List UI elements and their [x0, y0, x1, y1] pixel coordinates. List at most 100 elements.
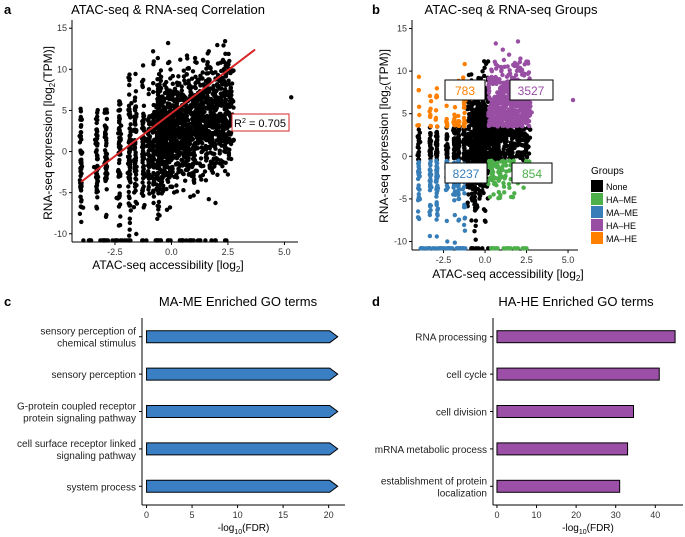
- scatter-point: [496, 178, 501, 183]
- category-label: sensory perception: [52, 370, 137, 381]
- scatter-point: [435, 206, 441, 211]
- scatter-point: [456, 183, 461, 188]
- x-tick-label: 0: [494, 510, 499, 520]
- scatter-point: [427, 204, 433, 209]
- scatter-point: [127, 78, 132, 83]
- chart-a-xlabel: ATAC-seq accessibility [log2]: [92, 258, 243, 274]
- scatter-point: [186, 150, 191, 155]
- scatter-point: [227, 147, 232, 152]
- scatter-point: [452, 119, 457, 124]
- scatter-point: [511, 62, 516, 67]
- scatter-point: [472, 198, 478, 203]
- scatter-point: [428, 174, 433, 179]
- scatter-point: [428, 178, 433, 184]
- scatter-point: [509, 148, 514, 153]
- legend-swatch-ma-me: [591, 206, 603, 218]
- scatter-point: [474, 153, 479, 159]
- scatter-point: [225, 140, 230, 145]
- scatter-point: [116, 184, 122, 189]
- scatter-point: [134, 111, 139, 117]
- scatter-point: [487, 110, 492, 115]
- scatter-point: [190, 69, 196, 74]
- scatter-point: [427, 93, 433, 99]
- scatter-point: [499, 109, 505, 114]
- scatter-point: [417, 112, 422, 118]
- scatter-point: [212, 164, 217, 169]
- scatter-point: [518, 56, 523, 61]
- chart-b-xlabel: ATAC-seq accessibility [log2]: [432, 267, 583, 283]
- bar: [496, 479, 621, 493]
- chart-b-axes: -10 -5 0 5 10 15 -2.5 0.0 2.5 5.0: [394, 20, 578, 265]
- scatter-point: [162, 82, 167, 87]
- scatter-point: [455, 129, 460, 135]
- scatter-point: [476, 246, 481, 251]
- scatter-point: [205, 71, 211, 76]
- scatter-point: [141, 103, 147, 109]
- scatter-point: [502, 64, 507, 70]
- scatter-point: [501, 184, 507, 189]
- x-tick-label: 0: [144, 510, 149, 520]
- scatter-point: [477, 128, 482, 133]
- scatter-point: [191, 173, 196, 178]
- scatter-point: [220, 164, 225, 169]
- scatter-point: [98, 238, 103, 243]
- scatter-point: [167, 127, 172, 133]
- scatter-point: [117, 191, 122, 196]
- scatter-point: [127, 216, 132, 221]
- scatter-point: [102, 107, 108, 113]
- scatter-point: [490, 165, 495, 170]
- scatter-point: [215, 120, 220, 125]
- scatter-point: [156, 91, 161, 96]
- scatter-point: [214, 138, 219, 143]
- scatter-point: [215, 172, 220, 177]
- scatter-point: [183, 81, 188, 86]
- scatter-point: [223, 149, 228, 155]
- scatter-point: [501, 57, 507, 63]
- scatter-point: [434, 194, 439, 199]
- scatter-point: [502, 116, 507, 122]
- scatter-point: [434, 161, 440, 166]
- scatter-point: [103, 155, 108, 160]
- scatter-point: [516, 113, 521, 119]
- scatter-point: [146, 164, 152, 170]
- scatter-point: [480, 146, 485, 151]
- scatter-point: [93, 149, 99, 155]
- scatter-point: [416, 159, 422, 165]
- scatter-point: [510, 108, 515, 113]
- legend-label-ha-he: HA–HE: [606, 221, 636, 231]
- scatter-point: [128, 122, 133, 127]
- scatter-point: [158, 74, 164, 80]
- scatter-point: [415, 215, 421, 220]
- scatter-point: [193, 112, 198, 117]
- scatter-point: [218, 60, 223, 65]
- scatter-point: [192, 153, 197, 158]
- category-label: cell division: [436, 408, 487, 419]
- scatter-point: [94, 140, 99, 145]
- x-tick-label: 5.0: [562, 255, 575, 265]
- scatter-point: [434, 124, 440, 129]
- y-tick-label: -5: [59, 188, 67, 198]
- scatter-point: [461, 246, 466, 251]
- scatter-point: [519, 119, 525, 124]
- scatter-point: [183, 110, 189, 116]
- scatter-point: [462, 216, 467, 221]
- scatter-point: [151, 59, 156, 64]
- scatter-point: [507, 158, 512, 163]
- scatter-point: [78, 133, 84, 139]
- scatter-point: [191, 178, 196, 183]
- scatter-point: [155, 55, 160, 61]
- scatter-point: [456, 134, 461, 140]
- scatter-point: [174, 189, 180, 194]
- scatter-point: [77, 140, 83, 145]
- scatter-point: [486, 158, 492, 164]
- scatter-point: [127, 150, 132, 155]
- scatter-point: [462, 61, 467, 67]
- bar: [146, 442, 339, 456]
- scatter-point: [210, 170, 216, 175]
- scatter-point: [504, 98, 510, 104]
- scatter-point: [475, 104, 480, 109]
- scatter-point: [179, 84, 184, 89]
- scatter-point: [194, 99, 200, 105]
- scatter-point: [104, 212, 109, 218]
- scatter-point: [151, 153, 156, 158]
